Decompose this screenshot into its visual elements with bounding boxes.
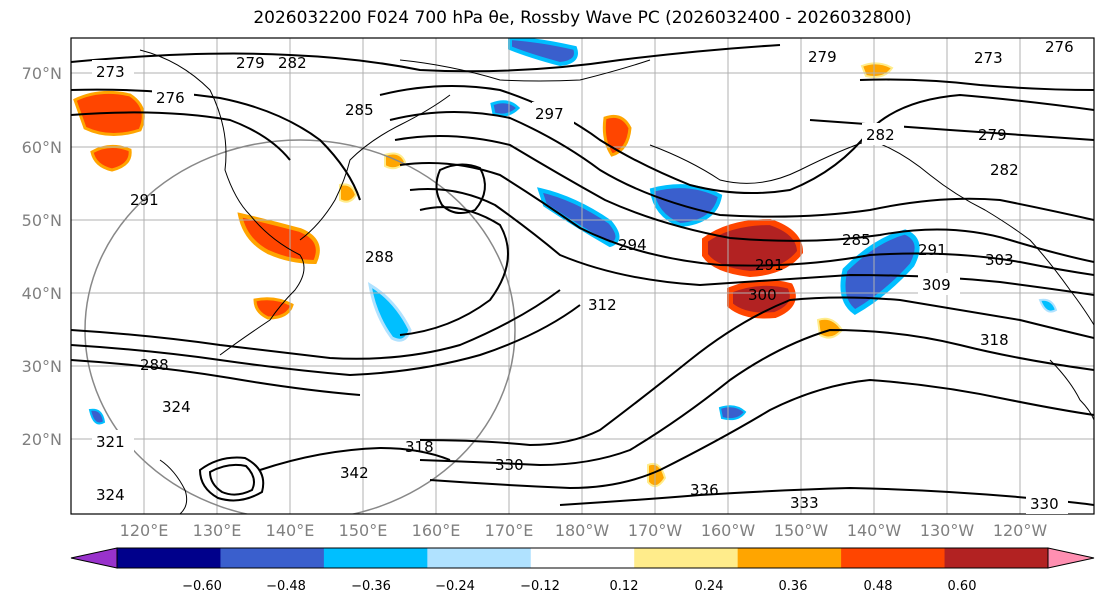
contour-label: 288: [140, 356, 169, 374]
contour-label: 303: [985, 251, 1014, 269]
lon-label: 150°W: [774, 521, 829, 540]
colorbar-segment: [944, 548, 1049, 568]
cold-anomaly: [840, 229, 920, 315]
map-title: 2026032200 F024 700 hPa θe, Rossby Wave …: [253, 8, 912, 28]
lat-label: 30°N: [22, 357, 62, 376]
contour-label: 291: [755, 256, 784, 274]
lon-label: 160°E: [412, 521, 461, 540]
contour-label: 300: [748, 286, 777, 304]
contour-label: 336: [690, 481, 719, 499]
warm-anomaly: [602, 114, 632, 157]
colorbar-extend-high: [1047, 547, 1095, 569]
colorbar-segment: [220, 548, 325, 568]
contour-label: 318: [405, 438, 434, 456]
colorbar-segment: [634, 548, 739, 568]
colorbar-tick-label: 0.24: [695, 579, 724, 594]
contour-label: 273: [974, 49, 1003, 67]
lon-label: 130°E: [193, 521, 242, 540]
colorbar-tick-label: 0.12: [610, 579, 639, 594]
warm-anomaly: [237, 212, 320, 265]
longitude-labels: 120°E 130°E 140°E 150°E 160°E 170°E 180°…: [120, 521, 1048, 540]
colorbar-segment: [117, 548, 221, 568]
contour-labels: 273 276 279 282 285 297 282 279 282 291 …: [92, 38, 1074, 514]
contour-label: 282: [990, 161, 1019, 179]
lon-label: 140°E: [266, 521, 315, 540]
cold-anomaly: [1038, 298, 1058, 313]
warm-anomaly: [727, 279, 796, 319]
theta-e-contours: [71, 44, 1094, 506]
contour-label: 324: [96, 486, 125, 504]
colorbar-segment: [737, 548, 842, 568]
colorbar-tick-label: 0.48: [864, 579, 893, 594]
cold-anomaly: [508, 38, 578, 67]
contour-label: 285: [842, 231, 871, 249]
colorbar-tick-label: −0.24: [435, 579, 475, 594]
colorbar-segment: [427, 548, 532, 568]
contour-label: 279: [808, 48, 837, 66]
contour-label: 291: [918, 241, 947, 259]
contour-label: 276: [1045, 38, 1074, 56]
colorbar-tick-label: 0.60: [948, 579, 977, 594]
cold-anomaly: [88, 408, 106, 425]
lat-label: 60°N: [22, 138, 62, 157]
lon-label: 120°E: [120, 521, 169, 540]
contour-label: 279: [236, 54, 265, 72]
colorbar-tick-label: −0.36: [351, 579, 391, 594]
lon-label: 160°W: [701, 521, 756, 540]
cold-anomaly: [367, 282, 412, 342]
lon-label: 130°W: [920, 521, 975, 540]
contour-label: 297: [535, 105, 564, 123]
contour-label: 318: [980, 331, 1009, 349]
lon-label: 120°W: [993, 521, 1048, 540]
latitude-labels: 70°N 60°N 50°N 40°N 30°N 20°N: [22, 64, 62, 449]
lon-label: 140°W: [847, 521, 902, 540]
lat-label: 50°N: [22, 211, 62, 230]
colorbar-segment: [323, 548, 428, 568]
colorbar-tick-label: 0.36: [779, 579, 808, 594]
contour-label: 342: [340, 464, 369, 482]
lon-label: 170°E: [485, 521, 534, 540]
contour-label: 324: [162, 398, 191, 416]
contour-label: 282: [278, 54, 307, 72]
contour-label: 330: [495, 456, 524, 474]
colorbar-outline: [116, 547, 1049, 569]
contour-label: 330: [1030, 495, 1059, 513]
colorbar-segment: [530, 548, 635, 568]
lon-label: 180°W: [555, 521, 610, 540]
contour-label: 279: [978, 126, 1007, 144]
warm-anomaly: [339, 183, 358, 203]
lon-label: 170°W: [628, 521, 683, 540]
colorbar-ticks: −0.60 −0.48 −0.36 −0.24 −0.12 0.12 0.24 …: [182, 579, 976, 594]
lat-label: 20°N: [22, 430, 62, 449]
warm-anomaly: [702, 218, 804, 278]
plot-frame: [70, 37, 1095, 515]
colorbar-tick-label: −0.48: [266, 579, 306, 594]
lat-label: 40°N: [22, 284, 62, 303]
colorbar-tick-label: −0.60: [182, 579, 222, 594]
colorbar: [70, 547, 1095, 569]
contour-label: 288: [365, 248, 394, 266]
contour-label: 282: [866, 126, 895, 144]
colorbar-segment: [841, 548, 946, 568]
contour-label: 309: [922, 276, 951, 294]
shaded-anomalies: [73, 38, 1058, 488]
contour-label: 294: [618, 236, 647, 254]
contour-label: 273: [96, 63, 125, 81]
contour-label: 276: [156, 89, 185, 107]
warm-anomaly: [860, 62, 894, 78]
lat-label: 70°N: [22, 64, 62, 83]
colorbar-extend-low: [70, 547, 118, 569]
contour-label: 312: [588, 296, 617, 314]
lon-label: 150°E: [339, 521, 388, 540]
contour-label: 333: [790, 494, 819, 512]
colorbar-tick-label: −0.12: [520, 579, 560, 594]
contour-label: 321: [96, 433, 125, 451]
contour-label: 291: [130, 191, 159, 209]
contour-label: 285: [345, 101, 374, 119]
